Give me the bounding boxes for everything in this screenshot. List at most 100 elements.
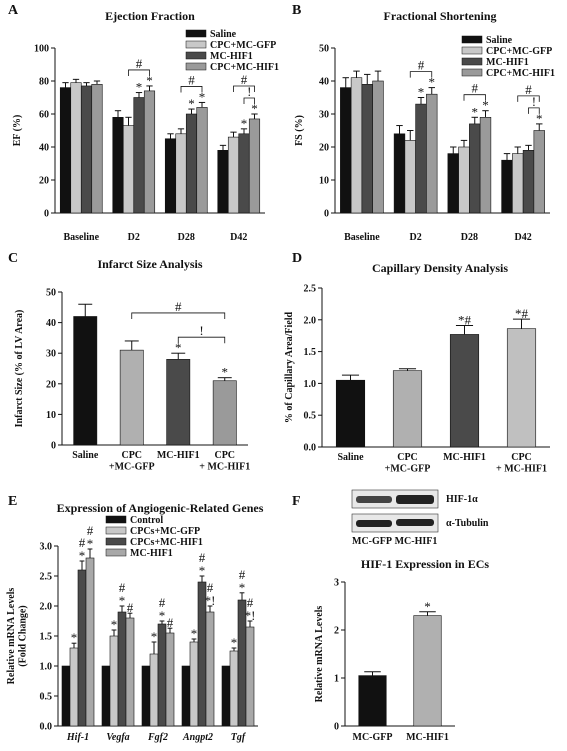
bracket bbox=[243, 97, 255, 104]
significance-marker: * bbox=[472, 104, 479, 119]
y-tick-label: 40 bbox=[39, 143, 49, 154]
bar bbox=[70, 82, 82, 214]
y-tick-label: 30 bbox=[319, 110, 329, 121]
bar bbox=[91, 84, 103, 214]
y-tick-label: 10 bbox=[319, 176, 329, 187]
legend-label: CPCs+MC-GFP bbox=[130, 526, 200, 537]
legend-swatch bbox=[461, 57, 483, 66]
bar bbox=[229, 650, 239, 727]
significance-marker: * bbox=[136, 80, 143, 95]
bar bbox=[248, 118, 261, 214]
significance-marker: * bbox=[424, 599, 431, 614]
x-tick-label: D28 bbox=[178, 232, 195, 243]
x-tick-label: Angpt2 bbox=[182, 732, 213, 743]
significance-marker: # * bbox=[87, 523, 94, 551]
bracket-label: # bbox=[188, 72, 195, 87]
bar bbox=[149, 653, 159, 727]
y-tick-label: 0.0 bbox=[40, 722, 53, 733]
significance-marker: * bbox=[231, 635, 238, 650]
bar bbox=[361, 84, 373, 214]
bracket-label: ! bbox=[532, 94, 536, 109]
bar bbox=[245, 626, 255, 727]
bar bbox=[358, 675, 387, 727]
y-axis-label: Relative mRNA Levels bbox=[314, 606, 325, 703]
bar bbox=[506, 328, 537, 448]
y-tick-label: 40 bbox=[46, 318, 56, 329]
bar bbox=[157, 623, 167, 727]
x-tick-label: Fgf2 bbox=[147, 732, 168, 743]
bar bbox=[217, 150, 229, 214]
bar bbox=[109, 635, 119, 727]
bar bbox=[117, 611, 127, 727]
y-tick-label: 2 bbox=[334, 626, 339, 637]
bracket-label: # bbox=[472, 81, 479, 96]
bar bbox=[164, 138, 177, 214]
legend-swatch bbox=[185, 62, 207, 71]
bar bbox=[80, 85, 93, 214]
bracket-label: # bbox=[525, 82, 532, 97]
legend-label: CPCs+MC-HIF1 bbox=[130, 537, 203, 548]
blot-band-label: α-Tubulin bbox=[446, 518, 489, 529]
y-tick-label: 20 bbox=[46, 379, 56, 390]
y-tick-label: 2.0 bbox=[304, 315, 317, 326]
x-tick-label: CPC +MC-GFP bbox=[109, 450, 155, 473]
x-tick-label: Saline bbox=[337, 452, 364, 463]
blot-lane-label: MC-GFP bbox=[352, 536, 392, 547]
bracket-label: ! bbox=[247, 84, 251, 99]
blot-band bbox=[396, 495, 434, 504]
legend-swatch bbox=[461, 35, 483, 44]
bar bbox=[119, 349, 144, 446]
bracket-label: ! bbox=[199, 323, 203, 338]
bar bbox=[143, 90, 156, 214]
blot-band bbox=[356, 520, 392, 527]
legend-label: MC-HIF1 bbox=[210, 51, 253, 62]
bar bbox=[166, 359, 191, 446]
bar bbox=[479, 117, 492, 214]
significance-marker: * bbox=[536, 111, 543, 126]
blot-band bbox=[396, 519, 434, 526]
y-tick-label: 80 bbox=[39, 77, 49, 88]
bar bbox=[404, 140, 416, 214]
bar bbox=[238, 133, 250, 214]
bar bbox=[133, 97, 145, 214]
significance-marker: * bbox=[241, 116, 248, 131]
bar bbox=[122, 125, 135, 214]
y-tick-label: 60 bbox=[39, 110, 49, 121]
panel-letter: F bbox=[292, 494, 301, 509]
y-axis-label: FS (%) bbox=[294, 115, 305, 146]
x-tick-label: Baseline bbox=[344, 232, 380, 243]
x-tick-label: Hif-1 bbox=[66, 732, 89, 743]
bar bbox=[522, 150, 535, 214]
panel-letter: A bbox=[8, 3, 19, 18]
significance-marker: * bbox=[418, 85, 425, 100]
bar bbox=[501, 159, 513, 214]
legend-swatch bbox=[185, 40, 207, 49]
y-tick-label: 1 bbox=[334, 674, 339, 685]
panel-letter: E bbox=[8, 494, 17, 509]
y-tick-label: 30 bbox=[46, 349, 56, 360]
bracket bbox=[528, 107, 540, 114]
legend-swatch bbox=[461, 68, 483, 77]
bar bbox=[181, 665, 191, 727]
y-tick-label: 20 bbox=[39, 176, 49, 187]
legend-label: Saline bbox=[210, 29, 237, 40]
x-tick-label: D2 bbox=[128, 232, 140, 243]
significance-marker: * bbox=[482, 98, 489, 113]
blot-strip bbox=[351, 513, 439, 533]
legend-label: CPC+MC-GFP bbox=[486, 46, 552, 57]
bar bbox=[189, 641, 199, 727]
legend-swatch bbox=[185, 51, 207, 60]
y-tick-label: 0 bbox=[324, 209, 329, 220]
y-axis-label: Infarct Size (% of LV Area) bbox=[14, 310, 25, 428]
significance-marker: # *! bbox=[245, 595, 256, 623]
significance-marker: # bbox=[127, 600, 134, 615]
y-tick-label: 40 bbox=[319, 77, 329, 88]
bar bbox=[61, 665, 71, 727]
legend-swatch bbox=[185, 29, 207, 38]
significance-marker: # * bbox=[159, 595, 166, 623]
x-tick-label: Saline bbox=[72, 450, 99, 461]
bar bbox=[392, 370, 423, 448]
bar bbox=[165, 632, 175, 727]
significance-marker: # * bbox=[199, 550, 206, 578]
legend-swatch bbox=[105, 548, 127, 557]
